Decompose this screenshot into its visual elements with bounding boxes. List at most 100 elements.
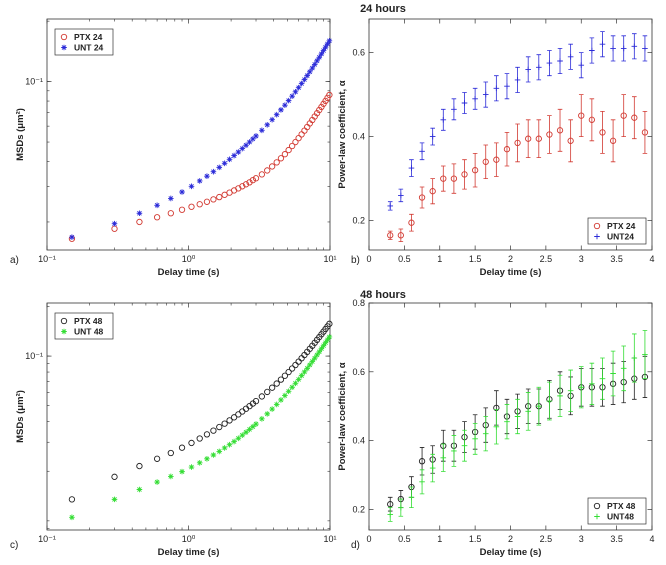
data-point bbox=[253, 421, 259, 427]
data-point bbox=[246, 139, 253, 145]
data-point bbox=[599, 41, 606, 47]
data-point bbox=[304, 72, 310, 79]
data-point bbox=[179, 468, 185, 475]
x-tick-label: 2.5 bbox=[540, 254, 553, 264]
data-point bbox=[258, 393, 266, 400]
data-point bbox=[221, 420, 228, 427]
data-point bbox=[503, 146, 511, 153]
plot-area-c bbox=[46, 302, 331, 531]
data-point bbox=[231, 152, 237, 159]
data-point bbox=[578, 62, 585, 68]
legend-marker bbox=[60, 33, 68, 41]
y-axis-label: MSDs (μm²) bbox=[15, 108, 26, 161]
error-bar bbox=[430, 178, 435, 205]
data-point bbox=[269, 116, 275, 123]
title-48-hours: 48 hours bbox=[360, 289, 406, 301]
legend-entry: UNT 48 bbox=[74, 327, 104, 337]
data-point bbox=[546, 131, 553, 138]
legend-entry: UNT48 bbox=[607, 512, 634, 522]
legend-box bbox=[54, 28, 114, 56]
x-tick-label: 1.5 bbox=[469, 254, 482, 264]
error-bar bbox=[578, 94, 584, 137]
data-point bbox=[482, 158, 489, 165]
data-point bbox=[226, 417, 233, 424]
data-point bbox=[298, 372, 305, 379]
x-tick-label: 1 bbox=[437, 534, 442, 544]
data-point bbox=[418, 458, 426, 465]
data-point bbox=[322, 339, 329, 346]
data-point bbox=[440, 454, 447, 461]
data-point bbox=[285, 388, 292, 395]
data-point bbox=[281, 372, 289, 379]
error-bar bbox=[398, 228, 404, 242]
data-point bbox=[525, 408, 531, 415]
legend-entry: PTX 48 bbox=[74, 316, 103, 326]
data-point bbox=[285, 97, 292, 104]
data-point bbox=[314, 58, 320, 64]
error-bar bbox=[504, 132, 510, 167]
data-point bbox=[153, 455, 161, 462]
data-point bbox=[514, 413, 521, 420]
y-tick-label: 10⁻¹ bbox=[25, 77, 43, 87]
data-point bbox=[203, 431, 211, 438]
data-point bbox=[216, 423, 223, 431]
y-tick-label: 0.2 bbox=[352, 504, 365, 514]
error-bar bbox=[451, 163, 457, 194]
data-point bbox=[239, 145, 246, 152]
data-point bbox=[493, 156, 500, 163]
data-point bbox=[451, 106, 457, 113]
data-point bbox=[408, 494, 415, 501]
data-point bbox=[252, 175, 260, 182]
legend-marker bbox=[61, 44, 67, 51]
data-point bbox=[242, 181, 250, 188]
data-point bbox=[301, 76, 308, 83]
data-point bbox=[620, 112, 627, 119]
data-point bbox=[429, 188, 436, 195]
data-point bbox=[250, 136, 256, 142]
chart-panel-a: 10⁻¹ 10⁰ 10¹ 10⁻¹ Delay time (s) MSDs (μm²) a)… bbox=[10, 18, 337, 278]
x-tick-label: 2 bbox=[508, 254, 513, 264]
data-point bbox=[188, 439, 195, 447]
data-point bbox=[599, 129, 606, 136]
data-point bbox=[631, 114, 638, 121]
data-point bbox=[398, 504, 404, 511]
series-unt-48 bbox=[69, 334, 333, 521]
data-point bbox=[246, 426, 253, 433]
data-point bbox=[154, 202, 160, 209]
data-point bbox=[620, 45, 627, 52]
data-point bbox=[273, 159, 280, 166]
y-tick-label: 0.4 bbox=[352, 436, 365, 446]
x-tick-label: 0 bbox=[366, 254, 371, 264]
x-tick-label: 2.5 bbox=[540, 534, 553, 544]
data-point bbox=[69, 234, 75, 240]
x-tick-label: 0.5 bbox=[398, 254, 411, 264]
data-point bbox=[314, 352, 320, 358]
error-bar bbox=[440, 165, 446, 192]
y-tick-label: 0.4 bbox=[352, 132, 365, 142]
data-point bbox=[249, 177, 257, 184]
legend-entry: UNT24 bbox=[607, 232, 634, 242]
x-tick-label: 1 bbox=[437, 254, 442, 264]
data-point bbox=[289, 384, 295, 391]
x-tick-label: 10¹ bbox=[323, 254, 336, 264]
data-point bbox=[642, 351, 648, 358]
data-point bbox=[282, 392, 288, 399]
data-point bbox=[292, 380, 299, 387]
data-point bbox=[281, 151, 289, 158]
data-point bbox=[320, 47, 327, 54]
data-point bbox=[320, 342, 327, 349]
data-point bbox=[309, 65, 316, 71]
data-point bbox=[387, 511, 394, 518]
data-point bbox=[210, 427, 217, 434]
data-point bbox=[318, 51, 325, 57]
data-point bbox=[387, 232, 394, 239]
data-point bbox=[599, 375, 606, 382]
data-point bbox=[253, 133, 259, 139]
data-point bbox=[461, 171, 468, 178]
error-bar bbox=[409, 213, 414, 232]
legend-marker bbox=[594, 513, 600, 520]
error-bar bbox=[632, 96, 637, 140]
data-point bbox=[264, 167, 271, 174]
data-point bbox=[168, 195, 174, 202]
data-point bbox=[68, 496, 76, 503]
